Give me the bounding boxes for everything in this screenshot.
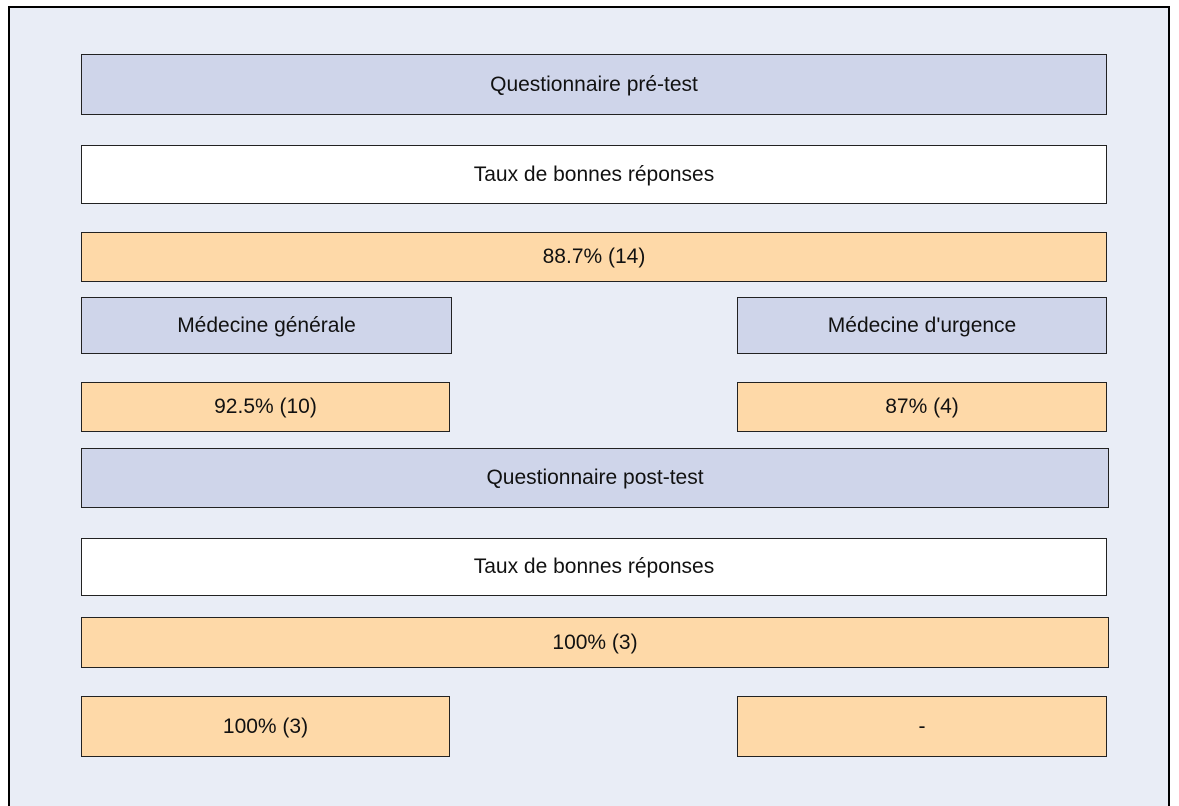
group-value: - — [737, 696, 1107, 757]
section-title: Questionnaire pré-test — [81, 54, 1107, 115]
rate-label: Taux de bonnes réponses — [81, 145, 1107, 204]
group-name: Médecine générale — [81, 297, 452, 354]
group-value: 100% (3) — [81, 696, 450, 757]
rate-label: Taux de bonnes réponses — [81, 538, 1107, 596]
overall-value: 100% (3) — [81, 617, 1109, 668]
group-value: 87% (4) — [737, 382, 1107, 432]
group-value: 92.5% (10) — [81, 382, 450, 432]
section-title: Questionnaire post-test — [81, 448, 1109, 508]
overall-value: 88.7% (14) — [81, 232, 1107, 282]
group-name: Médecine d'urgence — [737, 297, 1107, 354]
